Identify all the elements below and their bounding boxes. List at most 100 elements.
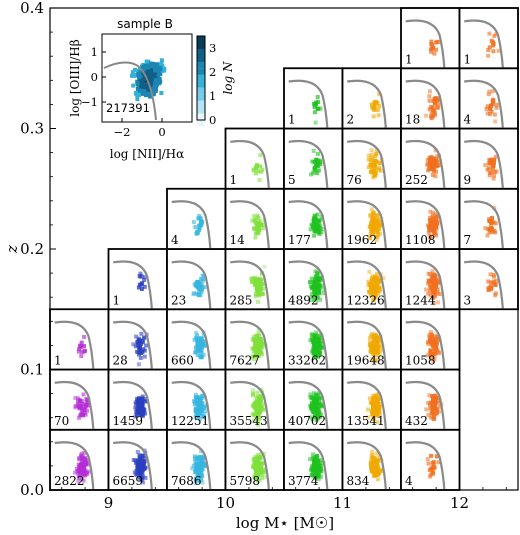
cell-background xyxy=(50,309,109,370)
density-pixel xyxy=(249,276,254,281)
density-pixel xyxy=(434,47,438,52)
density-pixel xyxy=(197,285,201,290)
density-pixel xyxy=(376,335,381,340)
density-pixel xyxy=(252,226,257,231)
density-pixel xyxy=(427,225,432,229)
demarcation-curve xyxy=(54,320,95,369)
density-pixel xyxy=(260,167,265,172)
cell-count: 7627 xyxy=(230,354,261,368)
density-pixel xyxy=(376,350,381,355)
density-pixel xyxy=(80,459,85,464)
density-pixel xyxy=(310,337,315,342)
density-pixel xyxy=(373,408,378,413)
density-pixel xyxy=(262,474,267,479)
density-pixel xyxy=(427,352,432,357)
density-pixel xyxy=(134,334,139,339)
density-pixel xyxy=(426,168,430,173)
inset-density-pixel xyxy=(132,73,137,78)
bpt-cell: 13541 xyxy=(341,368,402,431)
density-pixel xyxy=(199,289,204,294)
density-pixel xyxy=(315,95,320,99)
density-pixel xyxy=(254,231,258,236)
density-pixel xyxy=(433,406,438,411)
density-pixel xyxy=(372,344,377,349)
density-pixel xyxy=(432,51,437,56)
bpt-cell: 432 xyxy=(400,368,461,431)
density-pixel xyxy=(253,217,258,222)
density-pixel xyxy=(371,335,376,340)
inset-density-pixel xyxy=(153,78,158,83)
density-pixel xyxy=(257,478,262,483)
density-pixel xyxy=(255,223,259,228)
density-pixel xyxy=(374,235,379,239)
inset-demarcation-curve xyxy=(103,61,157,121)
demarcation-curve xyxy=(347,79,387,128)
cell-background xyxy=(401,369,460,430)
density-pixel xyxy=(195,479,200,484)
density-pixel xyxy=(372,286,377,291)
density-pixel xyxy=(376,289,381,293)
density-pixel xyxy=(77,415,81,420)
density-pixel xyxy=(490,89,495,94)
inset-y-tick-label: −1 xyxy=(81,95,98,109)
density-pixel xyxy=(433,274,437,279)
density-pixel xyxy=(427,468,432,472)
demarcation-curve xyxy=(405,79,446,128)
density-pixel xyxy=(367,235,372,240)
density-pixel xyxy=(201,333,206,338)
density-pixel xyxy=(256,282,261,287)
density-pixel xyxy=(433,212,438,217)
density-pixel xyxy=(489,109,494,114)
density-pixel xyxy=(372,171,377,176)
density-pixel xyxy=(133,414,138,419)
cell-count: 432 xyxy=(405,414,428,428)
density-pixel xyxy=(375,291,380,296)
density-pixel xyxy=(487,157,492,162)
density-pixel xyxy=(194,462,199,466)
density-pixel xyxy=(195,333,200,338)
density-pixel xyxy=(200,273,205,278)
density-pixel xyxy=(372,162,377,167)
demarcation-curve xyxy=(288,139,329,188)
density-pixel xyxy=(194,415,199,420)
density-pixel xyxy=(79,340,84,345)
axes-layer: 9 10 11 12 0.00.10.20.30.4 log M⋆ [M☉] z xyxy=(3,0,519,532)
cell-count: 1 xyxy=(113,293,121,307)
inset-title: sample B xyxy=(117,17,173,31)
cell-background xyxy=(284,128,343,189)
demarcation-curve xyxy=(230,320,270,369)
density-pixel xyxy=(321,291,326,296)
density-pixel xyxy=(320,283,325,288)
inset-density-pixel xyxy=(159,91,164,95)
density-pixel xyxy=(431,358,436,363)
density-pixel xyxy=(429,42,434,47)
cell-count: 1962 xyxy=(347,233,378,247)
density-pixel xyxy=(141,474,146,479)
density-pixel xyxy=(258,338,263,343)
density-pixel xyxy=(138,455,143,460)
density-pixel xyxy=(310,339,315,344)
density-pixel xyxy=(374,413,379,417)
density-pixel xyxy=(488,272,493,277)
density-pixel xyxy=(197,226,202,231)
density-pixel xyxy=(372,459,377,464)
inset-density-pixel xyxy=(151,86,156,91)
density-pixel xyxy=(262,264,267,269)
density-pixel xyxy=(133,344,138,349)
density-pixel xyxy=(425,158,430,162)
density-pixel xyxy=(84,400,89,405)
density-pixel xyxy=(318,415,322,419)
density-pixel xyxy=(137,338,142,343)
density-pixel xyxy=(309,172,313,177)
density-pixel xyxy=(251,354,256,359)
inset-density-pixel xyxy=(149,78,154,83)
density-pixel xyxy=(256,292,261,297)
density-pixel xyxy=(318,458,323,463)
density-pixel xyxy=(319,466,323,471)
density-pixel xyxy=(194,457,199,462)
density-pixel xyxy=(317,345,322,350)
density-pixel xyxy=(375,392,380,397)
density-pixel xyxy=(131,458,136,462)
density-pixel xyxy=(258,278,263,283)
density-pixel xyxy=(200,393,205,398)
